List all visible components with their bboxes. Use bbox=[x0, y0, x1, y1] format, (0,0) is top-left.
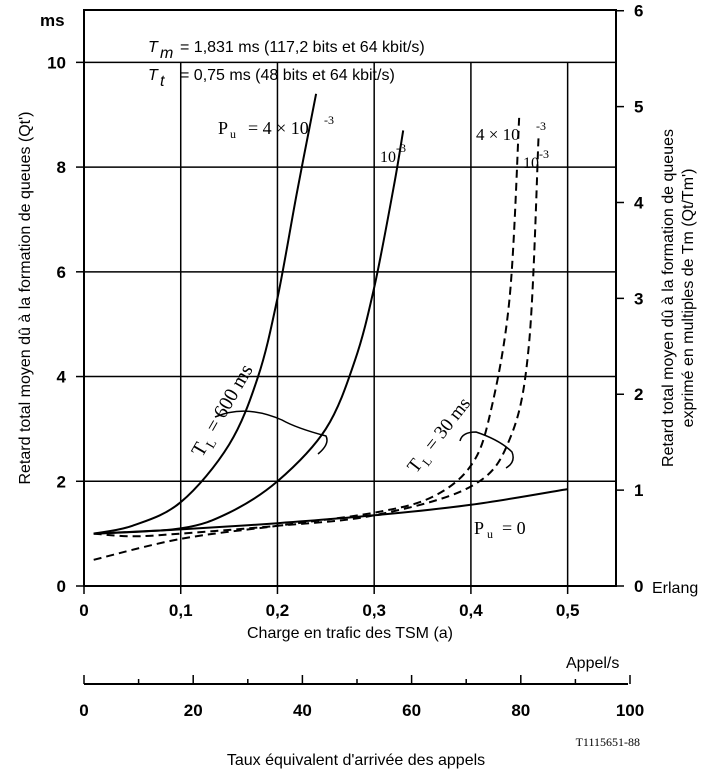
y-axis-title-left: Retard total moyen dû à la formation de … bbox=[17, 111, 34, 484]
x-axis-title: Charge en trafic des TSM (a) bbox=[247, 625, 453, 642]
pu-0-sub: u bbox=[487, 527, 493, 541]
secondary-tick-label: 80 bbox=[511, 701, 530, 720]
y-tick-label-left: 10 bbox=[47, 53, 66, 72]
x-tick-labels: 0 0,1 0,2 0,3 0,4 0,5 bbox=[79, 586, 579, 620]
x-tick-label: 0,4 bbox=[459, 601, 483, 620]
tm-symbol: T bbox=[148, 39, 159, 56]
series-line-2-solid bbox=[93, 130, 405, 535]
pu-4e3-rest: = 4 × 10 bbox=[248, 118, 309, 138]
y-axis-title-right-line1: Retard total moyen dû à la formation de … bbox=[660, 129, 677, 467]
y-tick-label-left: 0 bbox=[57, 577, 66, 596]
secondary-tick-label: 40 bbox=[293, 701, 312, 720]
secondary-axis-title: Taux équivalent d'arrivée des appels bbox=[227, 752, 485, 769]
plot-frame bbox=[83, 9, 617, 587]
tl-30-rest: = 30 ms bbox=[421, 394, 475, 455]
x-unit-label: Erlang bbox=[652, 580, 698, 597]
x-tick-label: 0 bbox=[79, 601, 88, 620]
pu-4e3-main: P bbox=[218, 118, 228, 138]
pu-1e3-solid-main: 10 bbox=[380, 149, 396, 166]
y-tick-label-right: 1 bbox=[634, 481, 643, 500]
pu-1e3-dashed-label: 10 -3 bbox=[523, 147, 549, 172]
tt-text: = 0,75 ms (48 bits et 64 kbit/s) bbox=[180, 67, 395, 84]
tm-annotation: T m = 1,831 ms (117,2 bits et 64 kbit/s) bbox=[148, 39, 425, 62]
figure-code: T1115651-88 bbox=[576, 735, 640, 749]
y-tick-label-left: 4 bbox=[57, 368, 67, 387]
pu-0-rest: = 0 bbox=[502, 518, 526, 538]
y-tick-label-left: 6 bbox=[57, 263, 66, 282]
y-tick-label-left: 2 bbox=[57, 472, 66, 491]
tt-subscript: t bbox=[160, 73, 165, 90]
data-series bbox=[93, 93, 568, 561]
tt-annotation: T t = 0,75 ms (48 bits et 64 kbit/s) bbox=[148, 67, 395, 90]
series-line-3-solid bbox=[93, 488, 568, 535]
secondary-tick-label: 100 bbox=[616, 701, 644, 720]
x-tick-label: 0,3 bbox=[362, 601, 386, 620]
tt-symbol: T bbox=[148, 67, 159, 84]
pu-4e3-sub: u bbox=[230, 127, 236, 141]
y-tick-label-right: 6 bbox=[634, 2, 643, 21]
x-tick-label: 0,1 bbox=[169, 601, 193, 620]
secondary-tick-label: 20 bbox=[184, 701, 203, 720]
pu-0-label: P u = 0 bbox=[474, 518, 526, 541]
pu-4e3-dashed-label: 4 × 10 -3 bbox=[476, 119, 546, 144]
pu-4e3-dashed-exp: -3 bbox=[536, 119, 546, 133]
y-tick-label-left: 8 bbox=[57, 158, 66, 177]
pu-0-main: P bbox=[474, 518, 484, 538]
tl-600-brace bbox=[214, 410, 328, 455]
pu-4e3-label: P u = 4 × 10 -3 bbox=[218, 113, 334, 141]
tm-text: = 1,831 ms (117,2 bits et 64 kbit/s) bbox=[180, 39, 425, 56]
y-tick-labels-right: 0 1 2 3 4 5 6 bbox=[616, 2, 644, 596]
pu-1e3-dashed-main: 10 bbox=[523, 155, 539, 172]
series-line-5-dashed bbox=[93, 135, 540, 538]
y-tick-labels-left: 0 2 4 6 8 10 bbox=[47, 53, 84, 596]
secondary-tick-label: 60 bbox=[402, 701, 421, 720]
y-tick-label-right: 0 bbox=[634, 577, 643, 596]
tm-subscript: m bbox=[160, 45, 173, 62]
grid bbox=[84, 61, 616, 586]
y-tick-label-right: 3 bbox=[634, 289, 643, 308]
x-tick-label: 0,5 bbox=[556, 601, 580, 620]
y-tick-label-right: 2 bbox=[634, 385, 643, 404]
y-tick-label-right: 4 bbox=[634, 193, 644, 212]
y-axis-title-right-line2: exprimé en multiples de Tm (Qt/Tm') bbox=[680, 169, 697, 428]
pu-4e3-exp: -3 bbox=[324, 113, 334, 127]
pu-1e3-solid-exp: -3 bbox=[396, 141, 406, 155]
pu-1e3-solid-label: 10 -3 bbox=[380, 141, 406, 166]
pu-1e3-dashed-exp: -3 bbox=[539, 147, 549, 161]
tl-600-rest: = 600 ms bbox=[201, 360, 257, 436]
pu-4e3-dashed-main: 4 × 10 bbox=[476, 125, 520, 144]
y-unit-label: ms bbox=[40, 11, 65, 30]
x-tick-label: 0,2 bbox=[266, 601, 290, 620]
secondary-axis-unit: Appel/s bbox=[566, 655, 619, 672]
series-line-1-solid bbox=[93, 93, 318, 535]
tl-30-brace bbox=[459, 431, 514, 469]
tl-30-label: T L = 30 ms bbox=[403, 394, 475, 477]
secondary-tick-label: 0 bbox=[79, 701, 88, 720]
y-tick-label-right: 5 bbox=[634, 98, 643, 117]
secondary-axis-ticks: 0 20 40 60 80 100 bbox=[79, 675, 644, 720]
